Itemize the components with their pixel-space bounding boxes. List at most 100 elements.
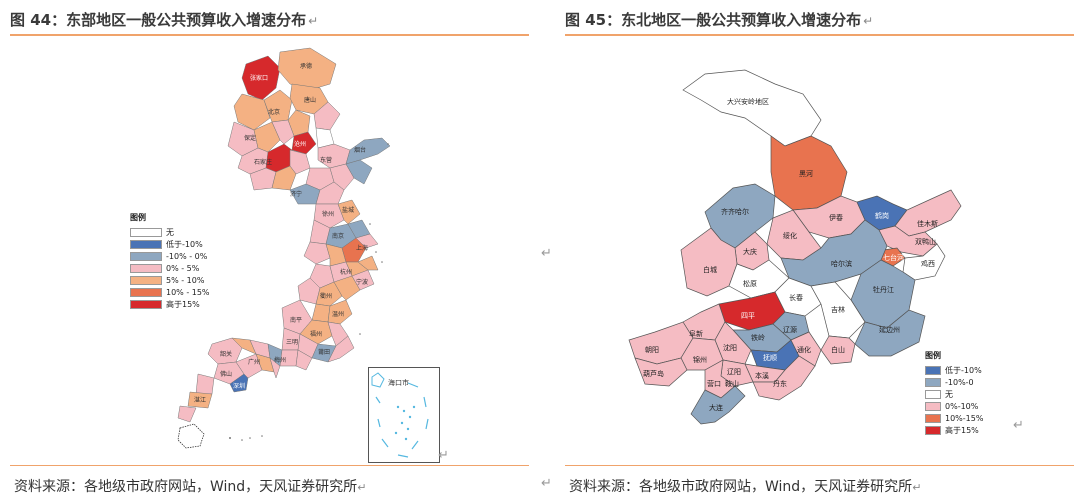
svg-text:莆田: 莆田 <box>318 348 330 356</box>
region-label: 黑河 <box>799 170 813 178</box>
return-icon: ↵ <box>541 246 552 261</box>
region-label: 丹东 <box>773 379 787 388</box>
region-label: 大连 <box>709 403 723 412</box>
svg-text:东营: 东营 <box>320 156 332 164</box>
svg-text:沧州: 沧州 <box>294 140 306 148</box>
legend-swatch <box>130 299 162 309</box>
legend-swatch <box>130 275 162 285</box>
svg-text:保定: 保定 <box>244 134 256 142</box>
region-label: 长春 <box>789 293 803 302</box>
region-label: 吉林 <box>831 305 845 314</box>
legend-swatch <box>925 401 941 411</box>
legend-swatch <box>130 227 162 237</box>
return-icon: ↵ <box>863 14 874 28</box>
legend-swatch <box>130 263 162 273</box>
legend-item: -10%-0 <box>925 376 983 388</box>
legend-item: -10% - 0% <box>130 250 210 262</box>
region-label: 锦州 <box>693 355 707 364</box>
svg-text:广州: 广州 <box>248 358 260 366</box>
svg-text:张家口: 张家口 <box>250 74 268 82</box>
return-icon: ↵ <box>308 14 319 28</box>
svg-text:衢州: 衢州 <box>320 292 332 300</box>
region-label: 延边州 <box>879 325 900 334</box>
figure-45-title: 图 45：东北地区一般公共预算收入增速分布 ↵ <box>565 11 874 29</box>
legend-item: 高于15% <box>130 298 210 310</box>
legend-swatch <box>130 251 162 261</box>
return-icon: ↵ <box>438 448 449 463</box>
region-label: 本溪 <box>755 371 769 380</box>
svg-text:韶关: 韶关 <box>220 350 232 358</box>
svg-text:济宁: 济宁 <box>290 190 302 198</box>
south-china-sea-inset: 海口市 <box>368 367 440 463</box>
region-label: 白山 <box>831 345 845 354</box>
region-label: 辽源 <box>783 325 797 334</box>
return-icon: ↵ <box>541 476 552 491</box>
legend-item: 无 <box>925 388 983 400</box>
title-rule <box>565 34 1074 36</box>
svg-text:烟台: 烟台 <box>354 146 366 154</box>
svg-text:湛江: 湛江 <box>194 397 206 404</box>
figure-44-title: 图 44：东部地区一般公共预算收入增速分布 ↵ <box>10 11 319 29</box>
region-label: 通化 <box>797 345 811 354</box>
figure-45-source: 资料来源：各地级市政府网站，Wind，天风证券研究所↵ <box>569 479 922 495</box>
region-label: 牡丹江 <box>873 285 894 294</box>
svg-text:南平: 南平 <box>290 316 302 324</box>
east-map-legend: 图例 无 低于-10% -10% - 0% 0% - 5% 5% - 10% 1… <box>130 212 210 310</box>
region-label: 沈阳 <box>723 343 737 352</box>
svg-text:福州: 福州 <box>310 330 322 338</box>
region-label: 大兴安岭地区 <box>727 97 769 106</box>
legend-item: 5% - 10% <box>130 274 210 286</box>
svg-text:宁波: 宁波 <box>356 278 368 286</box>
legend-swatch <box>925 389 941 399</box>
svg-text:三明: 三明 <box>286 339 298 346</box>
region-label: 辽阳 <box>727 367 741 376</box>
east-region-panel: 图 44：东部地区一般公共预算收入增速分布 ↵ <box>0 0 535 503</box>
legend-title: 图例 <box>130 213 146 222</box>
svg-text:承德: 承德 <box>300 62 312 70</box>
svg-text:深圳: 深圳 <box>233 382 245 390</box>
svg-text:温州: 温州 <box>332 310 344 318</box>
return-icon: ↵ <box>1013 418 1024 433</box>
svg-text:上海: 上海 <box>356 244 368 252</box>
east-region-map: 张家口 承德 唐山 北京 保定 沧州 烟台 东营 石家庄 济宁 徐州 盐城 南京… <box>177 47 391 449</box>
region-label: 鞍山 <box>725 379 739 388</box>
svg-text:南京: 南京 <box>332 232 344 240</box>
region-label: 营口 <box>707 379 721 388</box>
svg-text:杭州: 杭州 <box>340 268 352 276</box>
svg-text:梅州: 梅州 <box>274 356 286 364</box>
region-label: 铁岭 <box>751 333 765 342</box>
region-label: 阜新 <box>689 329 703 338</box>
region-label: 松原 <box>743 279 757 288</box>
legend-item: 10%-15% <box>925 412 983 424</box>
legend-item: 低于-10% <box>130 238 210 250</box>
legend-item: 0% - 5% <box>130 262 210 274</box>
legend-title: 图例 <box>925 351 941 360</box>
legend-item: 10% - 15% <box>130 286 210 298</box>
northeast-map-legend: 图例 低于-10% -10%-0 无 0%-10% 10%-15% 高于15% <box>925 350 983 436</box>
region-label: 四平 <box>741 312 755 320</box>
region-label: 白城 <box>703 265 717 274</box>
region-label: 哈尔滨 <box>831 259 852 268</box>
legend-item: 0%-10% <box>925 400 983 412</box>
region-label: 抚顺 <box>763 353 777 362</box>
svg-text:唐山: 唐山 <box>304 96 316 104</box>
legend-swatch <box>925 365 941 375</box>
region-label: 七台河 <box>883 253 904 262</box>
legend-item: 无 <box>130 226 210 238</box>
northeast-region-panel: 图 45：东北地区一般公共预算收入增速分布 ↵ <box>555 0 1080 503</box>
legend-swatch <box>925 377 941 387</box>
region-label: 伊春 <box>829 213 843 222</box>
region-label: 绥化 <box>783 231 797 240</box>
legend-item: 低于-10% <box>925 364 983 376</box>
title-rule <box>10 34 529 36</box>
return-icon: ↵ <box>357 481 367 494</box>
region-label: 鸡西 <box>921 259 935 268</box>
source-rule <box>565 465 1074 466</box>
legend-item: 高于15% <box>925 424 983 436</box>
svg-text:石家庄: 石家庄 <box>254 158 272 166</box>
region-label: 朝阳 <box>645 345 659 354</box>
svg-text:北京: 北京 <box>268 108 280 116</box>
legend-swatch <box>130 287 162 297</box>
legend-swatch <box>925 425 941 435</box>
region-label: 双鸭山 <box>915 237 936 246</box>
